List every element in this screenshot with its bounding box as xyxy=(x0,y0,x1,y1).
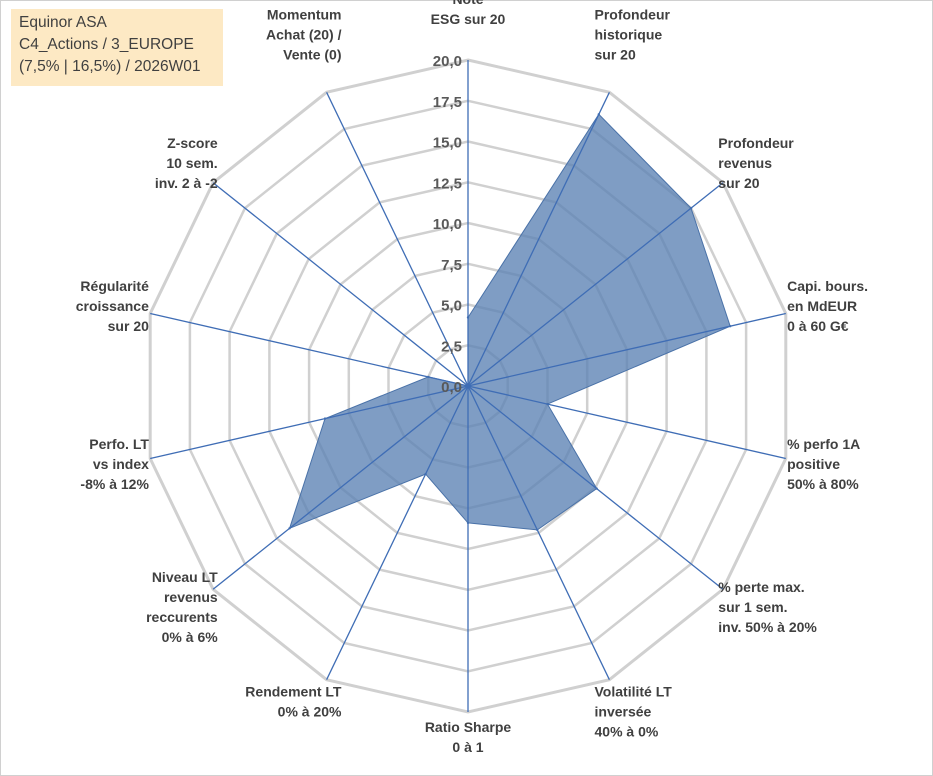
spoke-6 xyxy=(467,385,610,680)
axis-label-line: revenus xyxy=(164,589,218,605)
axis-label-line: inv. 2 à -2 xyxy=(155,175,218,191)
axis-label-line: sur 20 xyxy=(718,175,759,191)
axis-label-11: Régularité croissance sur 20 xyxy=(76,278,149,334)
tick-label: 15,0 xyxy=(433,135,462,152)
axis-label-line: Niveau LT xyxy=(152,569,218,585)
axis-label-line: 0% à 20% xyxy=(278,704,342,720)
axis-label-line: inversée xyxy=(595,704,652,720)
axis-label-line: Rendement LT xyxy=(245,684,342,700)
axis-label-line: 50% à 80% xyxy=(787,476,859,492)
axis-label-line: Profondeur xyxy=(595,6,671,22)
axis-label-line: vs index xyxy=(93,456,149,472)
tick-label: 20,0 xyxy=(433,53,462,70)
tick-label: 0,0 xyxy=(441,379,462,396)
info-box: Equinor ASA C4_Actions / 3_EUROPE (7,5% … xyxy=(11,9,223,86)
axis-label-line: 0 à 60 G€ xyxy=(787,318,849,334)
spoke-13 xyxy=(326,92,469,387)
axis-label-line: 10 sem. xyxy=(166,155,217,171)
axis-label-line: % perfo 1A xyxy=(787,436,860,452)
tick-label: 10,0 xyxy=(433,216,462,233)
axis-label-0: Note ESG sur 20 xyxy=(431,0,506,27)
axis-label-10: Perfo. LT vs index -8% à 12% xyxy=(80,436,149,492)
axis-label-2: Profondeur revenus sur 20 xyxy=(718,135,794,191)
axis-label-line: reccurents xyxy=(146,609,218,625)
spoke-1 xyxy=(467,92,610,387)
axis-label-line: % perte max. xyxy=(718,579,804,595)
axis-label-4: % perfo 1A positive 50% à 80% xyxy=(787,436,860,492)
spoke-4 xyxy=(467,385,786,460)
axis-label-12: Z-score 10 sem. inv. 2 à -2 xyxy=(155,135,218,191)
spoke-8 xyxy=(326,385,469,680)
axis-labels: Note ESG sur 20 Profondeur historique sur 20… xyxy=(76,0,868,755)
axis-label-line: Ratio Sharpe xyxy=(425,719,512,735)
series-area-0 xyxy=(288,113,731,531)
axis-label-line: sur 1 sem. xyxy=(718,599,787,615)
tick-label: 17,5 xyxy=(433,94,462,111)
axis-label-line: -8% à 12% xyxy=(80,476,149,492)
axis-label-line: Momentum xyxy=(267,6,342,22)
spoke-5 xyxy=(467,385,724,590)
radar-spokes xyxy=(150,60,786,712)
axis-label-line: sur 20 xyxy=(108,318,149,334)
axis-label-line: 40% à 0% xyxy=(595,724,659,740)
axis-label-8: Rendement LT 0% à 20% xyxy=(245,684,342,720)
axis-label-line: inv. 50% à 20% xyxy=(718,619,817,635)
axis-label-3: Capi. bours. en MdEUR 0 à 60 G€ xyxy=(787,278,868,334)
tick-label: 12,5 xyxy=(433,175,462,192)
axis-label-line: Vente (0) xyxy=(283,46,341,62)
axis-label-line: Note xyxy=(452,0,483,7)
axis-label-line: Perfo. LT xyxy=(89,436,149,452)
axis-label-line: 0% à 6% xyxy=(162,629,219,645)
axis-label-13: Momentum Achat (20) / Vente (0) xyxy=(266,6,342,62)
radar-series xyxy=(288,113,732,532)
tick-label: 7,5 xyxy=(441,257,462,274)
axis-label-line: sur 20 xyxy=(595,46,636,62)
tick-label: 5,0 xyxy=(441,298,462,315)
info-title: Equinor ASA xyxy=(19,14,107,31)
axis-label-line: Z-score xyxy=(167,135,218,151)
axis-label-6: Volatilité LT inversée 40% à 0% xyxy=(595,684,673,740)
info-params: (7,5% | 16,5%) / 2026W01 xyxy=(19,58,201,75)
spoke-11 xyxy=(150,312,469,387)
spoke-3 xyxy=(467,312,786,387)
axis-label-line: Régularité xyxy=(80,278,149,294)
axis-label-line: Profondeur xyxy=(718,135,794,151)
axis-label-9: Niveau LT revenus reccurents 0% à 6% xyxy=(146,569,218,645)
axis-label-line: revenus xyxy=(718,155,772,171)
axis-label-line: Achat (20) / xyxy=(266,26,342,42)
axis-label-line: ESG sur 20 xyxy=(431,11,506,27)
radial-tick-labels: 0,0 2,5 5,0 7,5 10,0 12,5 15,0 17,5 20,0 xyxy=(433,53,462,396)
tick-label: 2,5 xyxy=(441,338,462,355)
axis-label-line: en MdEUR xyxy=(787,298,857,314)
info-category: C4_Actions / 3_EUROPE xyxy=(19,36,194,53)
spoke-2 xyxy=(467,182,724,387)
spoke-12 xyxy=(212,182,469,387)
axis-label-line: 0 à 1 xyxy=(452,739,483,755)
axis-label-line: positive xyxy=(787,456,840,472)
spoke-9 xyxy=(212,385,469,590)
axis-label-line: croissance xyxy=(76,298,149,314)
axis-label-line: Volatilité LT xyxy=(595,684,673,700)
axis-label-1: Profondeur historique sur 20 xyxy=(595,6,671,62)
axis-label-line: Capi. bours. xyxy=(787,278,868,294)
axis-label-line: historique xyxy=(595,26,663,42)
axis-label-7: Ratio Sharpe 0 à 1 xyxy=(425,719,512,755)
spoke-10 xyxy=(150,385,469,460)
axis-label-5: % perte max. sur 1 sem. inv. 50% à 20% xyxy=(718,579,817,635)
